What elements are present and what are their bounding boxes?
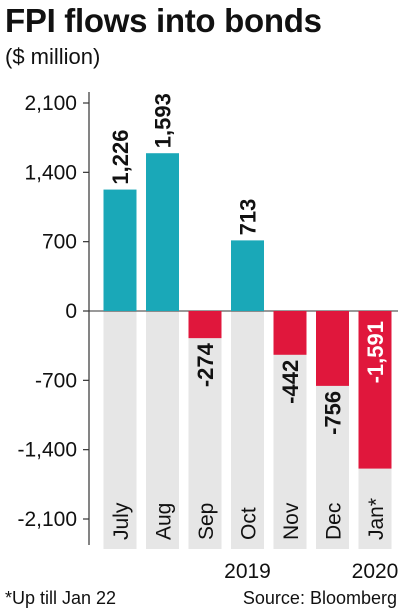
bar-dec [316,311,349,386]
bar-july [103,189,137,311]
category-label: July [110,502,133,540]
bar-aug [146,153,179,311]
year-label: 2020 [352,560,399,583]
year-label: 2019 [224,560,271,583]
bar-chart: 2,100 1,400 700 0 -700 -1,400 -2,100 1,226 July… [17,92,399,583]
category-band [146,311,179,549]
value-label: 713 [236,199,261,236]
value-label: -274 [193,342,218,387]
source-credit: Source: Bloomberg [242,588,397,608]
category-band [103,311,137,549]
y-tick-label: 2,100 [24,92,77,115]
y-tick-label: 700 [42,231,77,254]
value-label: 1,226 [108,130,133,185]
category-label: Dec [323,503,346,540]
y-tick-label: 0 [65,300,77,323]
value-label: -442 [278,360,303,404]
bar-nov [273,311,307,355]
value-label: -756 [321,391,346,435]
category-label: Nov [280,502,303,540]
y-tick-label: -1,400 [17,439,77,462]
bar-oct [231,240,264,311]
value-label: 1,593 [151,93,176,148]
bar-sep [188,311,222,339]
chart-unit-label: ($ million) [5,44,101,69]
bar-jan [358,311,392,469]
value-label: -1,591 [363,321,388,383]
y-tick-label: -2,100 [17,508,77,531]
category-label: Aug [153,503,176,540]
category-label: Jan* [365,498,388,540]
category-label: Sep [195,503,218,540]
y-tick-label: -700 [35,369,77,392]
footnote: *Up till Jan 22 [5,588,117,608]
category-label: Oct [238,507,261,540]
chart-title: FPI flows into bonds [5,2,322,39]
category-band [231,311,264,549]
category-band [188,311,222,549]
y-tick-label: 1,400 [24,161,77,184]
